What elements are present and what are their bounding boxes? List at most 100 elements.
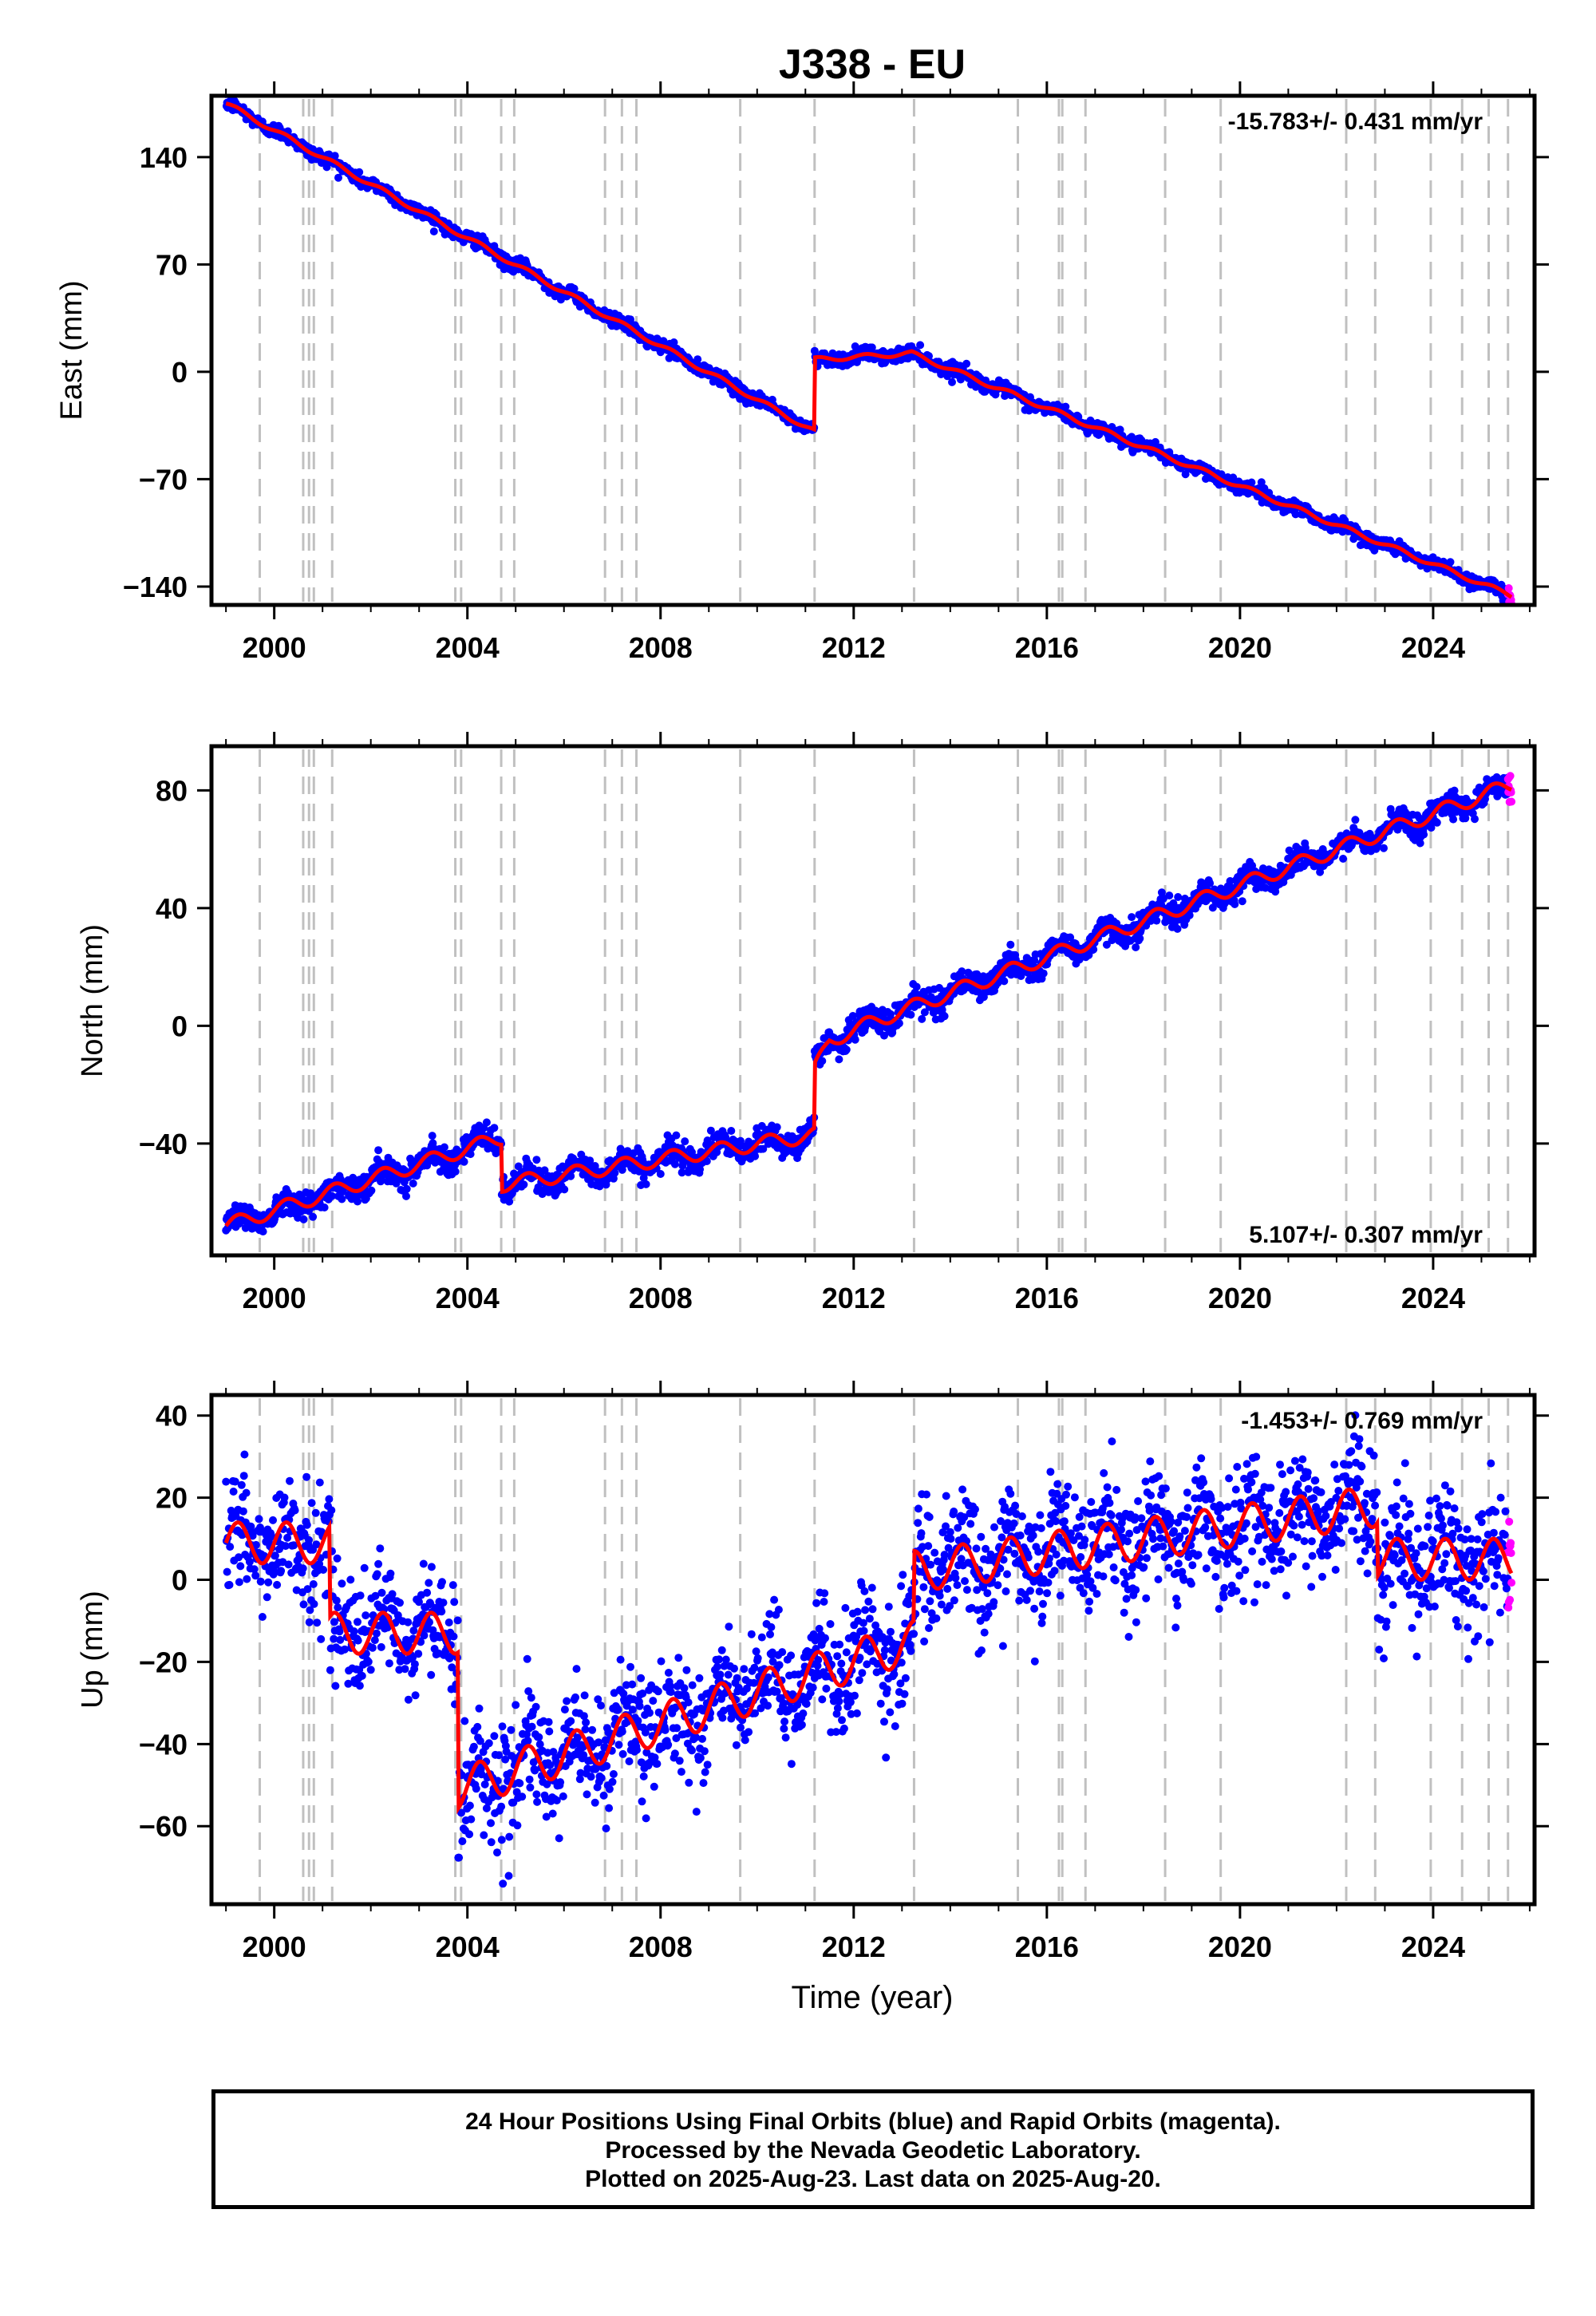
x-tick-label: 2024	[1401, 631, 1465, 664]
final-orbit-point	[358, 1671, 366, 1680]
final-orbit-point	[1461, 814, 1470, 823]
final-orbit-point	[259, 1227, 267, 1236]
final-orbit-point	[369, 1611, 377, 1619]
plot-frame	[209, 744, 1537, 1258]
panel-north: 2000 2004 2008 2012 2016 2020 202480400−40Nort…	[76, 732, 1549, 1314]
final-orbit-point	[1185, 911, 1194, 919]
final-orbit-point	[324, 1517, 333, 1526]
final-orbit-point	[482, 1118, 491, 1127]
final-orbit-point	[591, 1162, 599, 1170]
final-orbit-point	[895, 1019, 903, 1028]
final-orbit-point	[229, 1488, 238, 1496]
final-orbit-point	[315, 1478, 324, 1487]
final-orbit-point	[818, 1057, 827, 1065]
final-orbit-point	[460, 1157, 468, 1166]
final-orbit-point	[409, 1179, 417, 1188]
plot-frame	[209, 93, 1537, 607]
final-orbit-point	[1066, 933, 1075, 942]
final-orbit-point	[948, 377, 956, 386]
final-orbit-point	[1380, 844, 1388, 852]
final-orbit-point	[251, 1571, 260, 1580]
final-orbit-point	[810, 346, 819, 355]
model-line	[225, 101, 1513, 599]
final-orbit-point	[264, 1578, 273, 1587]
final-orbit-point	[299, 1215, 308, 1223]
final-orbit-point	[250, 1565, 259, 1574]
final-orbit-point	[263, 1593, 271, 1602]
final-orbit-point	[236, 1562, 245, 1571]
final-orbit-point	[958, 967, 966, 976]
final-orbit-point	[1061, 402, 1070, 411]
final-orbit-point	[284, 1560, 293, 1569]
final-orbit-point	[355, 168, 364, 176]
final-orbit-point	[402, 1192, 410, 1200]
final-orbit-point	[374, 1146, 383, 1155]
final-orbit-point	[490, 1124, 499, 1132]
final-orbit-point	[328, 1192, 336, 1200]
final-orbit-point	[256, 1577, 265, 1586]
final-orbit-point	[926, 993, 935, 1002]
final-orbit-point	[1173, 924, 1182, 933]
final-orbit-point	[319, 1566, 328, 1574]
final-orbit-point	[371, 1591, 380, 1600]
final-orbit-point	[1039, 969, 1048, 978]
final-orbit-point	[286, 1476, 294, 1485]
final-orbit-point	[656, 1170, 665, 1178]
final-orbit-point	[1128, 913, 1136, 922]
final-orbit-point	[962, 359, 971, 368]
final-orbit-point	[1151, 437, 1159, 446]
final-orbit-point	[361, 1611, 370, 1620]
y-tick-label: −70	[139, 463, 188, 496]
final-orbit-point	[1238, 897, 1246, 906]
final-orbit-point	[334, 1603, 342, 1612]
final-orbit-point	[1449, 815, 1458, 824]
panel-up: 2000 2004 2008 2012 2016 2020 202440200−20−40−…	[76, 1381, 1549, 1963]
final-orbit-point	[320, 1203, 329, 1211]
final-orbit-point	[706, 1126, 715, 1135]
final-orbit-point	[1006, 940, 1015, 949]
y-tick-label: 40	[156, 892, 188, 925]
x-tick-label: 2004	[436, 1282, 500, 1314]
final-orbit-point	[727, 1127, 736, 1135]
final-orbit-point	[267, 1532, 275, 1541]
final-orbit-point	[693, 355, 702, 364]
final-orbit-point	[377, 1642, 385, 1651]
final-orbit-point	[307, 1499, 316, 1508]
final-orbit-point	[313, 1618, 322, 1627]
time-series-figure: J338 - EU 2000 2004 2008 2012 2016 2020 202414…	[55, 41, 1549, 2015]
final-orbit-point	[315, 1559, 324, 1568]
final-orbit-point	[1247, 478, 1256, 487]
final-orbit-point	[281, 1542, 290, 1551]
final-orbit-point	[570, 284, 579, 293]
final-orbit-point	[1206, 879, 1215, 887]
final-orbit-point	[302, 1520, 311, 1529]
x-tick-label: 2020	[1208, 1282, 1272, 1314]
final-orbit-point	[670, 1160, 679, 1168]
final-orbit-point	[225, 1580, 234, 1589]
y-tick-label: −40	[139, 1128, 188, 1160]
final-orbit-point	[867, 343, 876, 352]
y-axis-label: North (mm)	[76, 924, 109, 1077]
final-orbit-point	[918, 1014, 926, 1023]
final-orbit-point	[251, 1540, 260, 1549]
final-orbit-point	[1181, 470, 1190, 479]
final-orbit-point	[1231, 900, 1239, 908]
final-orbit-point	[429, 1139, 437, 1148]
final-orbit-point	[306, 1606, 314, 1614]
final-orbit-point	[368, 1643, 377, 1652]
final-orbit-point	[451, 1168, 460, 1176]
final-orbit-point	[737, 1136, 745, 1145]
final-orbit-point	[373, 1570, 381, 1579]
final-orbit-point	[367, 1186, 376, 1195]
velocity-label: -15.783+/- 0.431 mm/yr	[1228, 109, 1483, 135]
final-orbit-point	[402, 1184, 411, 1193]
points-up	[222, 1411, 1516, 1888]
final-orbit-point	[702, 1157, 711, 1165]
final-orbit-point	[374, 1559, 383, 1568]
panel-east: 2000 2004 2008 2012 2016 2020 2024140700−70−14…	[55, 81, 1549, 664]
final-orbit-point	[270, 1567, 279, 1575]
final-orbit-point	[310, 1599, 318, 1608]
rapid-orbit-point	[1507, 797, 1516, 806]
final-orbit-point	[226, 1543, 235, 1551]
final-orbit-point	[466, 1150, 475, 1159]
